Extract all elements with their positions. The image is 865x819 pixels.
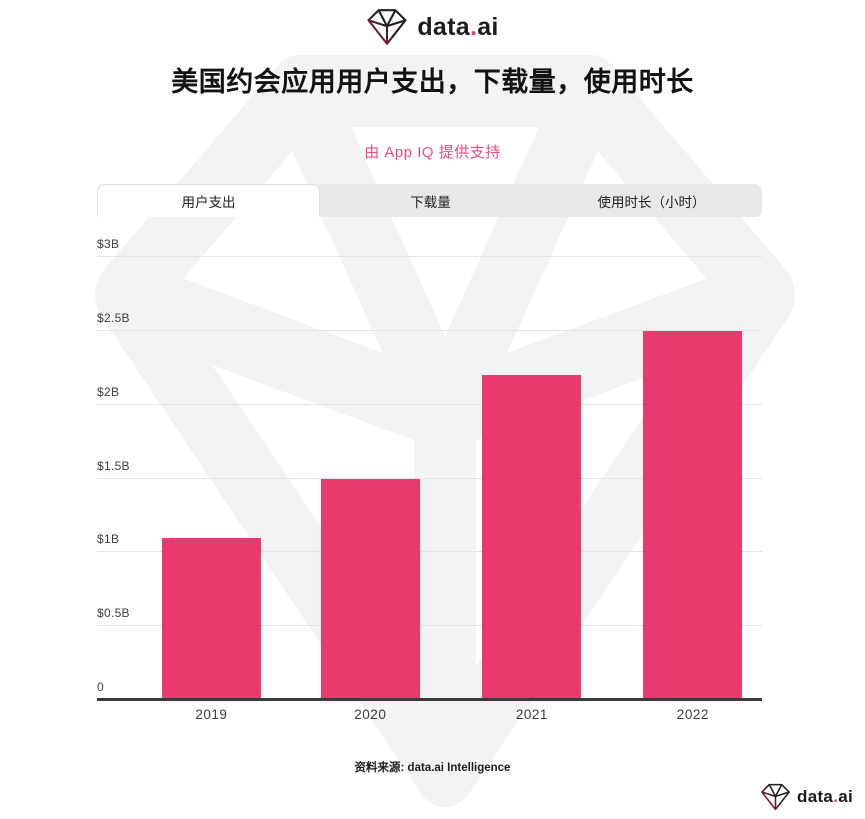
tab-bar: 用户支出 下载量 使用时长（小时） <box>97 184 762 217</box>
x-axis-line <box>97 698 762 701</box>
tab-usage-hours[interactable]: 使用时长（小时） <box>597 194 706 210</box>
y-tick-label: $1.5B <box>97 458 130 473</box>
y-tick-label: 0 <box>97 680 104 694</box>
gem-icon <box>761 783 790 811</box>
tab-downloads[interactable]: 下载量 <box>410 194 451 210</box>
gridline-3 <box>97 256 762 257</box>
y-tick-label: $2B <box>97 384 120 399</box>
y-tick-label: $0.5B <box>97 606 130 621</box>
x-tick-label-2022: 2022 <box>676 707 709 722</box>
y-tick-label: $2.5B <box>97 310 130 325</box>
gem-icon <box>367 9 407 45</box>
brand-wordmark: data.ai <box>417 12 499 41</box>
tab-user-spending[interactable]: 用户支出 <box>97 184 320 217</box>
page-title: 美国约会应用用户支出，下载量，使用时长 <box>171 67 694 97</box>
bar-2021 <box>482 375 582 700</box>
bar-chart: 0 $0.5B $1B $1.5B $2B $2.5B $3B <box>97 237 762 701</box>
bar-2019 <box>161 537 261 700</box>
x-tick-label-2020: 2020 <box>354 707 387 722</box>
y-tick-label: $3B <box>97 237 120 251</box>
x-axis-labels: 2019 2020 2021 2022 <box>97 707 762 731</box>
x-tick-label-2019: 2019 <box>195 707 228 722</box>
source-note: 资料来源: data.ai Intelligence <box>354 762 511 774</box>
brand-logo-footer: data.ai <box>760 782 853 812</box>
brand-wordmark: data.ai <box>797 787 853 806</box>
powered-by-label: 由 App IQ 提供支持 <box>364 144 501 161</box>
brand-logo: data.ai <box>0 0 865 47</box>
x-tick-label-2021: 2021 <box>515 707 548 722</box>
bar-2022 <box>643 330 743 700</box>
bar-2020 <box>320 478 420 700</box>
chart-area: 用户支出 下载量 使用时长（小时） 0 $0.5B $1B $1.5B $2B $2.5B $3… <box>97 184 762 731</box>
y-tick-label: $1B <box>97 532 120 547</box>
